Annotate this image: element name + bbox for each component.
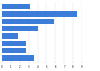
Bar — [2, 19, 54, 24]
Bar — [2, 48, 26, 53]
Bar — [2, 33, 18, 39]
Bar — [2, 4, 30, 9]
Bar — [2, 26, 38, 31]
Bar — [2, 55, 34, 61]
Bar — [2, 11, 77, 17]
Bar — [2, 41, 26, 46]
